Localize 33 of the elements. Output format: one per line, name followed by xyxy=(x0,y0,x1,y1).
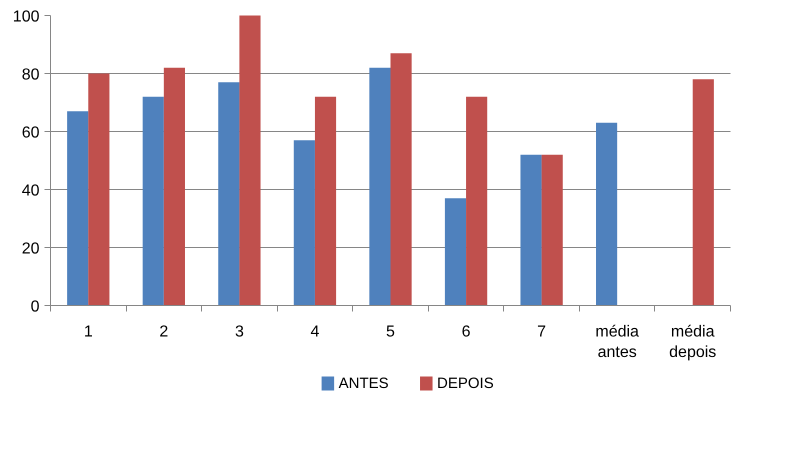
y-tick-label: 0 xyxy=(30,298,40,316)
x-tick-label: 2 xyxy=(159,324,168,340)
x-tick-label: 1 xyxy=(84,324,93,340)
y-tick-label: 100 xyxy=(12,8,40,26)
bar xyxy=(294,140,315,306)
y-tick-label: 40 xyxy=(22,182,40,200)
x-tick-label: 6 xyxy=(462,324,471,340)
bar xyxy=(142,96,164,306)
bar xyxy=(164,68,185,306)
bar xyxy=(520,154,542,306)
bar xyxy=(314,96,336,306)
bar xyxy=(218,82,240,306)
x-tick-label: média depois xyxy=(669,324,716,361)
y-tick-label: 20 xyxy=(22,240,40,258)
x-tick-label: 4 xyxy=(310,324,320,340)
x-tick-label: média antes xyxy=(595,324,640,361)
bar xyxy=(444,198,466,306)
bar xyxy=(692,79,714,306)
x-tick-label: 5 xyxy=(386,324,396,340)
x-tick-label: 3 xyxy=(234,324,244,340)
bar xyxy=(542,154,563,306)
legend-label: DEPOIS xyxy=(437,375,494,392)
legend-label: ANTES xyxy=(338,375,389,392)
y-tick-label: 60 xyxy=(22,124,40,142)
bar xyxy=(390,53,412,306)
y-tick-label: 80 xyxy=(22,66,40,84)
x-tick-label: 7 xyxy=(537,324,546,340)
bar xyxy=(88,74,110,306)
bar xyxy=(369,68,390,306)
bar xyxy=(239,16,261,306)
bar xyxy=(67,111,88,306)
bar xyxy=(466,96,488,306)
bar xyxy=(596,122,618,306)
